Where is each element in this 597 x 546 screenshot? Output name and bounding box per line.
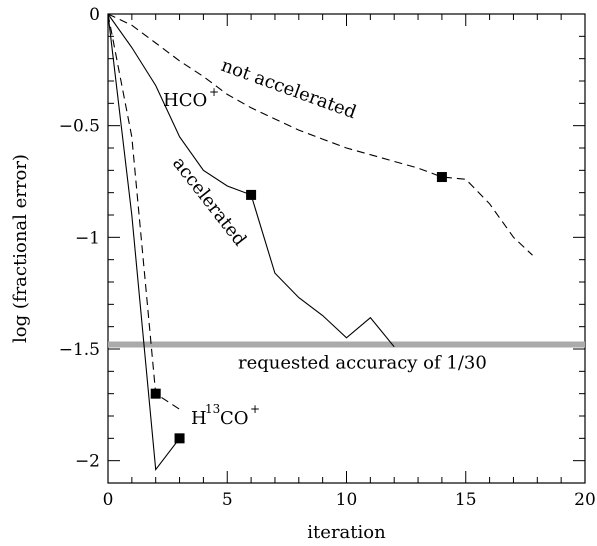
threshold-label: requested accuracy of 1/30 [238, 353, 487, 374]
annotation-h13co-h: H [191, 408, 207, 429]
annotation-h13co-13: 13 [205, 402, 220, 416]
x-tick-label: 0 [103, 490, 114, 510]
y-tick-label: −2 [75, 452, 100, 472]
annotation-not-accelerated: not accelerated [218, 55, 359, 123]
x-axis-label: iteration [307, 522, 386, 543]
annotation-h13co-co: CO [220, 408, 249, 429]
marker-hco-not-accelerated [436, 172, 447, 183]
y-tick-label: −1.5 [59, 340, 100, 360]
marker-hco-accelerated [246, 189, 257, 200]
annotation-hco-sup: + [209, 85, 219, 99]
x-tick-label: 10 [336, 490, 358, 510]
marker-h13co-accelerated [174, 433, 185, 444]
series-line-h13co-not-accelerated [107, 13, 180, 410]
x-tick-label: 5 [222, 490, 233, 510]
series-line-hco-not-accelerated [107, 13, 533, 256]
plot-frame [107, 13, 586, 484]
chart-labels: 0 5 10 15 20 0 −0.5 −1 −1.5 −2 iteration log (fract… [10, 5, 596, 543]
marker-h13co-not-accelerated [150, 388, 161, 399]
y-tick-label: 0 [89, 5, 100, 25]
y-tick-label: −1 [75, 228, 100, 248]
y-axis-label: log (fractional error) [10, 154, 31, 343]
x-tick-label: 15 [455, 490, 477, 510]
chart-marks [107, 13, 585, 472]
annotation-h13co-sup: + [250, 402, 260, 416]
series-line-h13co-accelerated [107, 13, 181, 472]
y-tick-label: −0.5 [59, 117, 100, 137]
annotation-hco: HCO [163, 90, 207, 111]
annotation-accelerated: accelerated [168, 153, 250, 250]
x-tick-label: 20 [574, 490, 596, 510]
plot-area [107, 13, 586, 484]
